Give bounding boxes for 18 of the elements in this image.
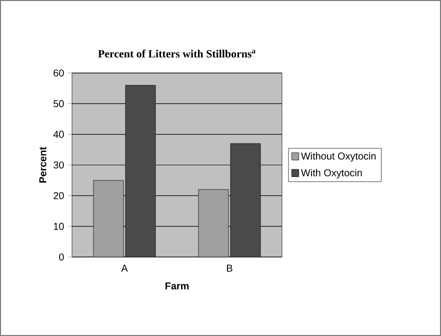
legend-label: Without Oxytocin xyxy=(301,152,376,162)
y-tick-label: 40 xyxy=(53,130,64,138)
y-axis-title: Percent xyxy=(39,146,46,183)
x-axis-title: Farm xyxy=(165,282,189,290)
x-tick-label: B xyxy=(226,264,232,272)
y-tick-label: 30 xyxy=(54,161,64,169)
bar xyxy=(93,180,124,257)
y-tick-label: 10 xyxy=(54,222,64,230)
y-tick-label: 20 xyxy=(54,192,64,200)
bar xyxy=(230,143,261,257)
legend-label: With Oxytocin xyxy=(301,168,362,178)
bar xyxy=(125,85,156,257)
chart-title: Percent of Litters with Stillborns$^{a}$ xyxy=(98,50,256,58)
y-tick-label: 0 xyxy=(59,253,64,261)
y-tick-label: 60 xyxy=(54,69,64,77)
y-tick-label: 50 xyxy=(54,100,64,108)
x-tick-label: A xyxy=(121,264,128,272)
bar xyxy=(198,189,229,257)
